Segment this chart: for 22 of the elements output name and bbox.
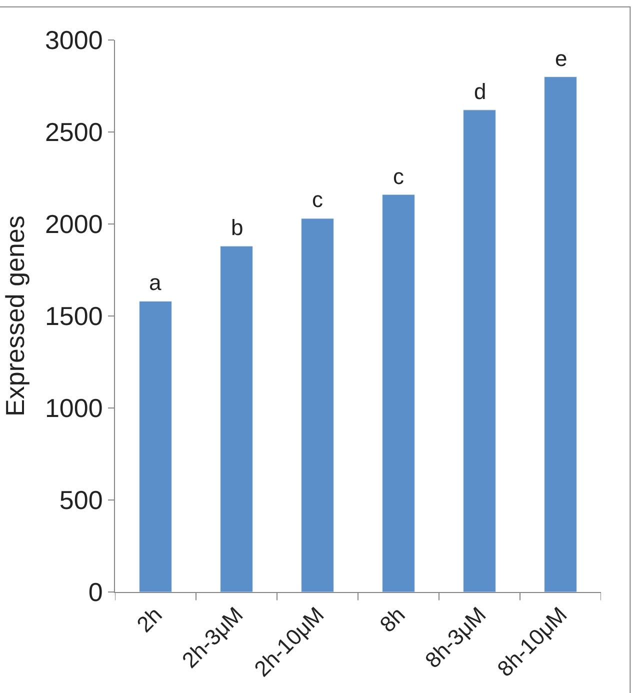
- bar: [382, 194, 415, 592]
- y-tick-label: 500: [59, 485, 103, 516]
- y-tick-label: 3000: [44, 25, 103, 56]
- annotation: c: [393, 164, 404, 189]
- y-axis-title: Expressed genes: [0, 216, 30, 416]
- bar: [139, 301, 172, 592]
- bar: [220, 246, 253, 592]
- y-tick-label: 2000: [44, 209, 103, 240]
- bar: [463, 110, 496, 592]
- y-tick-label: 1500: [44, 301, 103, 332]
- annotation: e: [555, 46, 568, 71]
- x-tick-label: 8h: [374, 602, 410, 638]
- bar: [544, 76, 577, 592]
- annotation: b: [231, 215, 244, 240]
- annotation: a: [149, 270, 162, 295]
- bar: [301, 218, 334, 592]
- x-tick-label: 2h: [132, 602, 167, 638]
- annotation: c: [312, 187, 323, 212]
- y-tick-label: 1000: [44, 393, 103, 424]
- y-tick-label: 0: [88, 577, 103, 608]
- y-tick-label: 2500: [44, 117, 103, 148]
- annotation: d: [474, 79, 486, 104]
